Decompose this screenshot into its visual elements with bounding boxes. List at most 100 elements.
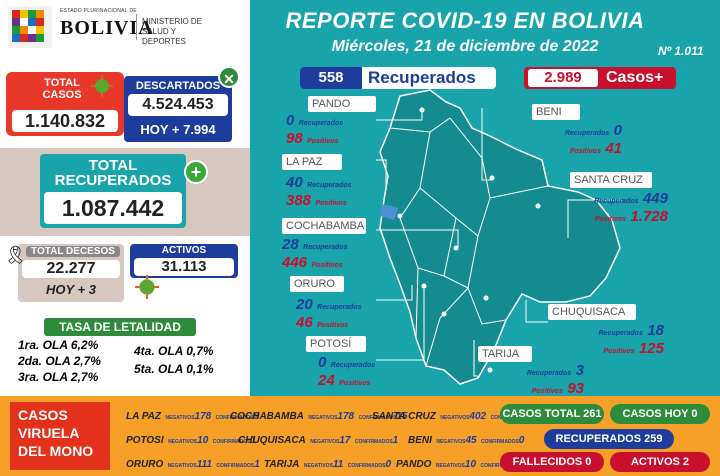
region-cochabamba: 28 Recuperados 446 Positivos [282,236,348,272]
mp-lapaz-neg-label: NEGATIVOS [165,415,195,421]
mp-cochabamba-name: COCHABAMBA [230,411,304,422]
mp-potosi-name: POTOSI [126,435,164,446]
potosi-positive-label: Positivos [339,380,371,387]
mp-cochabamba-neg-label: NEGATIVOS [308,415,338,421]
header-separator [136,14,137,40]
chuquisaca-positive-value: 125 [638,340,664,357]
lapaz-recovered-value: 40 [286,174,303,191]
active-value: 31.113 [134,258,234,276]
mp-deceased: FALLECIDOS 0 [500,452,604,472]
mp-beni-neg: 45 [465,435,477,446]
region-tarija-name: TARIJA [478,346,532,362]
mp-santacruz-neg-label: NEGATIVOS [440,415,470,421]
region-beni: Recuperados 0 Positivos 41 [522,122,622,158]
wave-1: 1ra. OLA 6,2% [18,338,99,352]
mp-beni-conf: 0 [518,435,525,446]
pando-recovered-label: Recuperados [298,120,344,127]
lapaz-recovered-label: Recuperados [307,182,352,189]
mp-tarija: TARIJA NEGATIVOS11 CONFIRMADOS0 [264,454,391,472]
mp-santacruz-name: SANTA CRUZ [372,411,436,422]
mp-beni-neg-label: NEGATIVOS [436,439,466,445]
discarded-card: DESCARTADOS 4.524.453 HOY + 7.994 [124,76,232,142]
deaths-card: TOTAL DECESOS 22.277 HOY + 3 [18,244,124,302]
region-potosi-name: POTOSÍ [306,336,366,352]
mp-tarija-name: TARIJA [264,459,300,470]
deaths-label: TOTAL DECESOS [26,246,120,257]
mp-tarija-neg-label: NEGATIVOS [303,463,333,469]
mp-tarija-conf-label: CONFIRMADOS [347,463,386,469]
region-pando: 0 Recuperados 98 Positivos [286,112,343,148]
beni-positive-value: 41 [605,140,622,157]
santacruz-recovered-value: 449 [642,190,668,207]
region-santacruz: Recuperados 449 Positivos 1.728 [548,190,668,226]
deaths-today-value: 3 [88,282,96,297]
chuquisaca-positive-label: Positivos [603,348,635,355]
discarded-today: HOY + 7.994 [140,122,216,137]
active-label: ACTIVOS [161,245,207,256]
wave-4: 4ta. OLA 0,7% [134,344,214,358]
mp-today-cases: CASOS HOY 0 [610,404,710,424]
potosi-recovered-value: 0 [318,354,327,371]
mp-active: ACTIVOS 2 [610,452,710,472]
mp-potosi-neg: 10 [197,435,209,446]
mp-lapaz-conf: 9 [253,411,260,422]
beni-positive-label: Positivos [569,148,601,155]
cases-summary-value: 2.989 [528,69,598,87]
wave-3: 3ra. OLA 2,7% [18,370,99,384]
mp-lapaz-neg: 178 [194,411,212,422]
region-beni-name: BENI [532,104,580,120]
tarija-positive-label: Positivos [531,388,563,395]
mp-pando-neg-label: NEGATIVOS [435,463,465,469]
cochabamba-recovered-label: Recuperados [303,244,348,251]
active-card: ACTIVOS 31.113 [130,244,238,278]
mp-cochabamba-conf-label: CONFIRMADOS [358,415,397,421]
mp-beni: BENI NEGATIVOS45 CONFIRMADOS0 [408,430,524,448]
discarded-value: 4.524.453 [128,94,228,116]
pando-positive-value: 98 [286,130,303,147]
tarija-positive-value: 93 [567,380,584,397]
mp-oruro-conf: 1 [254,459,260,470]
region-chuquisaca-name: CHUQUISACA [548,304,636,320]
mp-oruro: ORURO NEGATIVOS111 CONFIRMADOS1 [126,454,260,472]
mp-tarija-conf: 0 [385,459,392,470]
region-lapaz-name: LA PAZ [282,154,342,170]
santacruz-recovered-label: Recuperados [594,198,639,205]
bolivia-map-shape [379,89,621,385]
total-cases-label: TOTAL CASOS [42,77,82,101]
deaths-today-label: HOY + [46,282,86,297]
pando-positive-label: Positivos [307,138,339,145]
region-chuquisaca: Recuperados 18 Positivos 125 [548,322,665,358]
recovered-summary-value: 558 [300,67,362,89]
mp-total-cases: CASOS TOTAL 261 [500,404,604,424]
mp-santacruz-neg: 402 [469,411,487,422]
org-line1: ESTADO PLURINACIONAL DE [60,8,137,14]
wave-5: 5ta. OLA 0,1% [134,362,214,376]
total-cases-card: TOTAL CASOS 1.140.832 [6,72,124,136]
mp-beni-name: BENI [408,435,432,446]
mp-chuquisaca-name: CHUQUISACA [238,435,306,446]
mp-cochabamba-neg: 178 [337,411,355,422]
mp-chuquisaca-neg-label: NEGATIVOS [310,439,340,445]
mp-chuquisaca: CHUQUISACA NEGATIVOS17 CONFIRMADOS1 [238,430,398,448]
cases-summary-label: Casos+ [606,69,664,86]
mp-tarija-neg: 11 [332,459,344,470]
ministry-name: MINISTERIO DE SALUD Y DEPORTES [142,17,203,46]
santacruz-positive-value: 1.728 [630,208,668,225]
oruro-positive-value: 46 [296,314,313,331]
region-santacruz-name: SANTA CRUZ [570,172,652,188]
cochabamba-recovered-value: 28 [282,236,299,253]
wave-2: 2da. OLA 2,7% [18,354,101,368]
mp-chuquisaca-conf-label: CONFIRMADOS [354,439,393,445]
region-potosi: 0 Recuperados 24 Positivos [318,354,375,390]
cochabamba-positive-value: 446 [282,254,308,271]
mp-potosi-conf-label: CONFIRMADOS [212,439,251,445]
virus-icon-2 [135,275,159,299]
mp-recovered: RECUPERADOS 259 [544,429,674,449]
bolivia-map [379,89,621,385]
monkeypox-title: CASOS VIRUELA DEL MONO [10,402,110,470]
region-cochabamba-name: COCHABAMBA [282,218,366,234]
mp-pando-neg: 10 [464,459,477,470]
region-pando-name: PANDO [308,96,376,112]
mp-pando-name: PANDO [396,459,432,470]
chuquisaca-recovered-value: 18 [647,322,664,339]
